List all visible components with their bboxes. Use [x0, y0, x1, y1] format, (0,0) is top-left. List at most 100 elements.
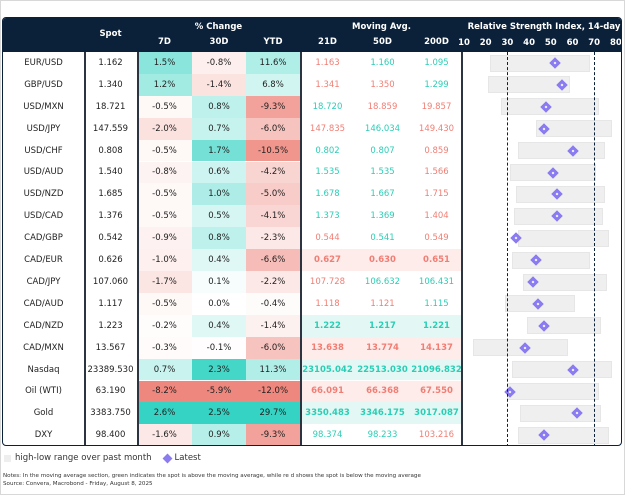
cell-ytd: 6.8% [246, 73, 300, 96]
cell-name: EUR/USD [24, 57, 63, 68]
cell-ma200: 149.430 [418, 123, 455, 134]
cell-ma50: 0.541 [370, 233, 395, 244]
cell-spot: 1.376 [98, 211, 123, 222]
header-200d: 200D [424, 37, 449, 47]
range-swatch-icon [4, 454, 11, 462]
cell-d30: 0.4% [192, 314, 246, 337]
rsi-range-bar [520, 404, 601, 422]
cell-d7: -0.9% [137, 227, 192, 250]
diamond-icon [162, 453, 172, 463]
cell-ma200: 67.550 [410, 380, 463, 403]
cell-ma21: 3350.483 [300, 402, 355, 425]
legend: high-low range over past month Latest [4, 453, 201, 463]
cell-d30: 0.5% [192, 205, 246, 228]
cell-ma200: 1.566 [424, 167, 449, 178]
cell-ma21: 1.373 [315, 211, 340, 222]
rsi-range-bar [507, 383, 599, 400]
cell-ytd: 29.7% [246, 402, 300, 425]
cell-name: CAD/JPY [26, 276, 61, 287]
cell-d7: -0.5% [137, 183, 192, 206]
cell-name: Nasdaq [27, 364, 60, 375]
cell-d7: -0.5% [137, 292, 192, 315]
cell-ma50: 66.368 [355, 380, 410, 403]
cell-d30: 0.4% [192, 249, 246, 271]
cell-ytd: -5.0% [246, 183, 300, 206]
table-row: Nasdaq 23389.530 0.7% 2.3% 11.3% 23105.042 225… [3, 358, 463, 381]
source-text: Source: Convera, Macrobond - Friday, Aug… [3, 480, 153, 487]
header-30d: 30D [209, 37, 229, 47]
column-divider [137, 52, 139, 445]
cell-d7: 2.6% [137, 402, 192, 425]
cell-ma50: 1.121 [370, 298, 395, 309]
header-rsi: Relative Strength Index, 14-day [467, 22, 621, 32]
cell-d30: -5.9% [192, 380, 246, 403]
cell-spot: 13.567 [95, 342, 126, 353]
cell-name: CAD/NZD [23, 320, 64, 331]
cell-ytd: -2.3% [246, 227, 300, 250]
cell-ytd: -6.6% [246, 249, 300, 271]
cell-d7: -0.5% [137, 205, 192, 228]
cell-ma21: 23105.042 [300, 358, 355, 381]
rsi-tick: 60 [566, 38, 579, 48]
rsi-range-bar [487, 76, 571, 94]
cell-ytd: 11.3% [246, 358, 300, 381]
cell-d30: 2.3% [192, 358, 246, 381]
header-7d: 7D [158, 37, 171, 47]
rsi-range-bar [518, 142, 606, 160]
cell-d30: 0.1% [192, 271, 246, 293]
cell-ma50: 1.667 [370, 189, 395, 200]
cell-spot: 1.162 [98, 57, 123, 68]
rsi-tick: 80 [609, 38, 622, 48]
cell-name: Gold [33, 408, 54, 419]
cell-spot: 98.400 [95, 430, 126, 441]
cell-name: CAD/AUD [23, 298, 64, 309]
rsi-tick: 20 [479, 38, 492, 48]
cell-spot: 147.559 [92, 123, 129, 134]
table-row: CAD/EUR 0.626 -1.0% 0.4% -6.6% 0.627 0.630 0.65… [3, 249, 463, 271]
cell-ma200: 1.404 [424, 211, 449, 222]
table-row: CAD/NZD 1.223 -0.2% 0.4% -1.4% 1.222 1.217 1.22… [3, 314, 463, 337]
cell-d30: 1.0% [192, 183, 246, 206]
legend-range: high-low range over past month [15, 453, 152, 463]
cell-ytd: -6.0% [246, 117, 300, 140]
cell-name: GBP/USD [24, 79, 63, 90]
cell-ytd: 11.6% [246, 52, 300, 74]
table-row: Oil (WTI) 63.190 -8.2% -5.9% -12.0% 66.091 66.… [3, 380, 463, 403]
cell-d7: -0.5% [137, 139, 192, 162]
cell-ma50: 146.034 [364, 123, 401, 134]
cell-d30: -0.8% [192, 52, 246, 74]
cell-spot: 23389.530 [87, 364, 134, 375]
table-row: GBP/USD 1.340 1.2% -1.4% 6.8% 1.341 1.350 1.299 [3, 73, 463, 96]
cell-ma200: 3017.087 [410, 402, 463, 425]
rsi-range-bar [518, 426, 610, 444]
header-50d: 50D [373, 37, 392, 47]
cell-ma50: 0.630 [355, 249, 410, 271]
header-ytd: YTD [263, 37, 283, 47]
cell-d7: -1.6% [137, 424, 192, 445]
cell-name: USD/CHF [24, 145, 63, 156]
cell-d7: 1.2% [137, 73, 192, 96]
cell-ma50: 106.632 [364, 276, 401, 287]
cell-ma21: 0.802 [315, 145, 340, 156]
cell-spot: 1.540 [98, 167, 123, 178]
cell-ma50: 1.217 [355, 314, 410, 337]
table-row: CAD/GBP 0.542 -0.9% 0.8% -2.3% 0.544 0.541 0.54… [3, 227, 463, 250]
rsi-range-bar [522, 273, 608, 291]
cell-spot: 0.542 [98, 233, 123, 244]
cell-d30: 2.5% [192, 402, 246, 425]
cell-ma21: 1.341 [315, 79, 340, 90]
cell-name: USD/MXN [23, 101, 64, 112]
cell-spot: 0.808 [98, 145, 123, 156]
table-row: USD/CAD 1.376 -0.5% 0.5% -4.1% 1.373 1.369 1.40… [3, 205, 463, 228]
table-row: USD/NZD 1.685 -0.5% 1.0% -5.0% 1.678 1.667 1.71… [3, 183, 463, 206]
rsi-chart [461, 52, 621, 445]
cell-spot: 107.060 [92, 276, 129, 287]
cell-d7: -2.0% [137, 117, 192, 140]
column-divider [300, 52, 302, 445]
cell-ma50: 1.350 [370, 79, 395, 90]
cell-ma200: 106.431 [418, 276, 455, 287]
cell-d30: -0.1% [192, 336, 246, 359]
cell-ytd: -9.3% [246, 95, 300, 118]
cell-ma50: 3346.175 [355, 402, 410, 425]
table-row: USD/JPY 147.559 -2.0% 0.7% -6.0% 147.835 146.0… [3, 117, 463, 140]
